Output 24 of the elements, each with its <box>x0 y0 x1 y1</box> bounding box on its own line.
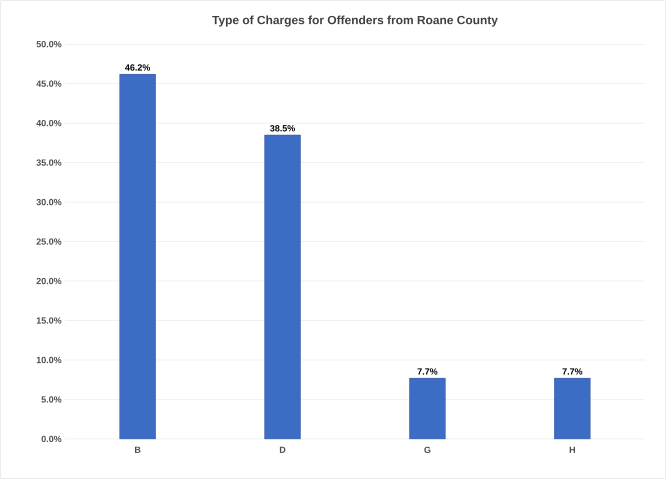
bar <box>554 378 591 440</box>
x-tick-label: G <box>424 446 430 454</box>
y-tick-label: 15.0% <box>36 317 62 324</box>
data-label: 46.2% <box>125 64 150 71</box>
y-tick-label: 5.0% <box>42 396 62 403</box>
data-label: 7.7% <box>562 368 582 375</box>
x-tick-label: H <box>570 446 575 453</box>
y-tick-label: 45.0% <box>36 80 62 87</box>
x-tick-label: B <box>134 446 140 453</box>
y-tick-label: 35.0% <box>36 159 62 166</box>
y-tick-label: 0.0% <box>42 436 62 442</box>
data-label: 7.7% <box>418 368 438 375</box>
x-tick-label: D <box>280 446 286 453</box>
bar <box>119 74 156 440</box>
y-tick-label: 20.0% <box>36 278 62 284</box>
bar <box>264 134 301 440</box>
y-tick-label: 10.0% <box>36 356 62 364</box>
y-tick-label: 25.0% <box>36 238 62 245</box>
data-label: 38.5% <box>270 125 295 132</box>
y-tick-label: 40.0% <box>36 120 62 126</box>
bar <box>409 378 446 440</box>
y-tick-label: 50.0% <box>36 40 62 48</box>
y-tick-label: 30.0% <box>36 198 62 206</box>
chart-title: Type of Charges for Offenders from Roane County <box>212 15 498 27</box>
